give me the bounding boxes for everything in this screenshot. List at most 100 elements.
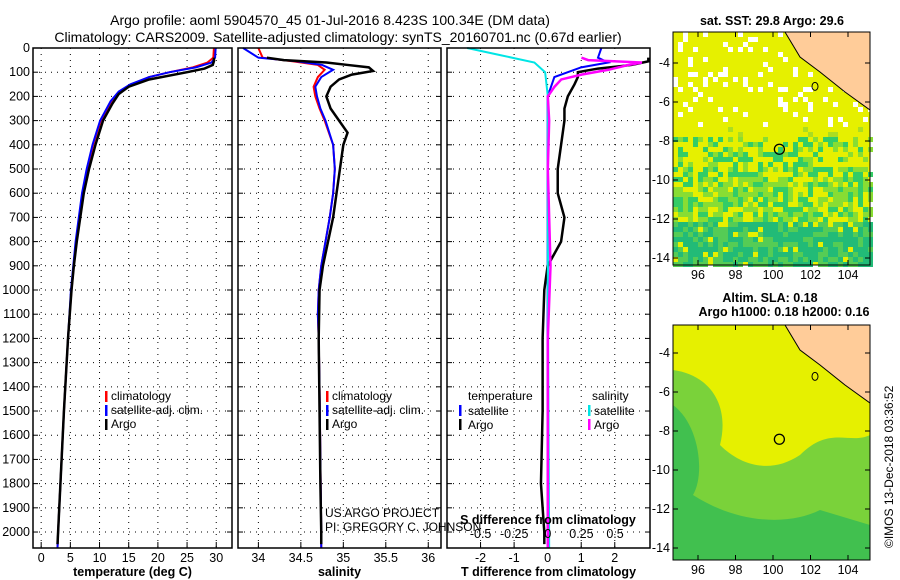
map-pixel (818, 197, 823, 202)
map-pixel (793, 237, 798, 242)
map-pixel (848, 212, 853, 217)
map-pixel (838, 242, 843, 247)
y-tick-label: 1100 (3, 307, 30, 321)
map-pixel (688, 212, 693, 217)
x-tick-label: 1 (578, 551, 585, 565)
map-pixel (758, 152, 763, 157)
map-pixel (758, 252, 763, 257)
map-pixel (708, 252, 713, 257)
imos-credit: ©IMOS 13-Dec-2018 03:36:52 (882, 385, 896, 548)
map-pixel (728, 47, 733, 52)
map-pixel (848, 242, 853, 247)
map-pixel (683, 212, 688, 217)
legend-label: Argo (468, 418, 494, 432)
map-pixel (708, 222, 713, 227)
map-pixel (793, 72, 798, 77)
map-pixel (778, 217, 783, 222)
map-pixel (753, 177, 758, 182)
map-pixel (748, 172, 753, 177)
map-pixel (783, 162, 788, 167)
map-pixel (833, 207, 838, 212)
legend-label: Argo (332, 417, 358, 431)
map-pixel (818, 247, 823, 252)
map-pixel (708, 247, 713, 252)
series-line-climatology (257, 47, 336, 548)
map-pixel (808, 217, 813, 222)
map-pixel (698, 247, 703, 252)
map-pixel (778, 87, 783, 92)
map-pixel (783, 192, 788, 197)
map-pixel (713, 152, 718, 157)
map-pixel (763, 152, 768, 157)
map-pixel (783, 207, 788, 212)
x-tick-label: 35 (336, 551, 350, 565)
map-pixel (673, 197, 678, 202)
map-pixel (758, 187, 763, 192)
map-pixel (848, 182, 853, 187)
panel-salinity: 34 34.5 35 35.5 36 salinity climatologysatelli… (237, 47, 442, 579)
map-pixel (763, 197, 768, 202)
map-pixel (733, 237, 738, 242)
map-pixel (763, 222, 768, 227)
map-pixel (688, 192, 693, 197)
map-pixel (758, 242, 763, 247)
map-pixel (763, 137, 768, 142)
map-pixel (693, 72, 698, 77)
map-pixel (803, 237, 808, 242)
map-pixel (763, 242, 768, 247)
map-pixel (778, 147, 783, 152)
map-pixel (723, 207, 728, 212)
map-pixel (843, 237, 848, 242)
map-pixel (718, 232, 723, 237)
map-pixel (843, 157, 848, 162)
map-pixel (828, 252, 833, 257)
map-pixel (843, 222, 848, 227)
map-pixel (808, 132, 813, 137)
map-pixel (773, 157, 778, 162)
map-pixel (763, 177, 768, 182)
map-pixel (733, 152, 738, 157)
map-pixel (793, 232, 798, 237)
map-pixel (838, 257, 843, 262)
map-pixel (698, 212, 703, 217)
map-pixel (748, 192, 753, 197)
map-pixel (703, 227, 708, 232)
map-pixel (753, 207, 758, 212)
map-pixel (828, 122, 833, 127)
map-pixel (788, 197, 793, 202)
map-pixel (738, 132, 743, 137)
map-pixel (703, 247, 708, 252)
map-pixel (783, 227, 788, 232)
map-pixel (808, 192, 813, 197)
map-pixel (833, 142, 838, 147)
map-pixel (683, 252, 688, 257)
map-pixel (813, 212, 818, 217)
map-pixel (718, 202, 723, 207)
map-pixel (703, 192, 708, 197)
map-pixel (778, 102, 783, 107)
plot-frame (446, 47, 651, 549)
legend-swatch (326, 391, 329, 402)
map-pixel (723, 242, 728, 247)
map-pixel (738, 257, 743, 262)
map-pixel (808, 172, 813, 177)
map-pixel (703, 257, 708, 262)
map-pixel (808, 87, 813, 92)
map-pixel (838, 142, 843, 147)
map-pixel (758, 172, 763, 177)
map-pixel (723, 157, 728, 162)
map-pixel (693, 47, 698, 52)
map-pixel (863, 157, 868, 162)
map-pixel (738, 137, 743, 142)
map-pixel (813, 252, 818, 257)
map-pixel (733, 202, 738, 207)
map-pixel (853, 232, 858, 237)
map-pixel (793, 242, 798, 247)
map-pixel (728, 147, 733, 152)
map-pixel (688, 107, 693, 112)
map-pixel (713, 232, 718, 237)
map-pixel (843, 177, 848, 182)
map-pixel (818, 257, 823, 262)
y-tick-label: 1500 (2, 404, 30, 418)
map-pixel (823, 97, 828, 102)
